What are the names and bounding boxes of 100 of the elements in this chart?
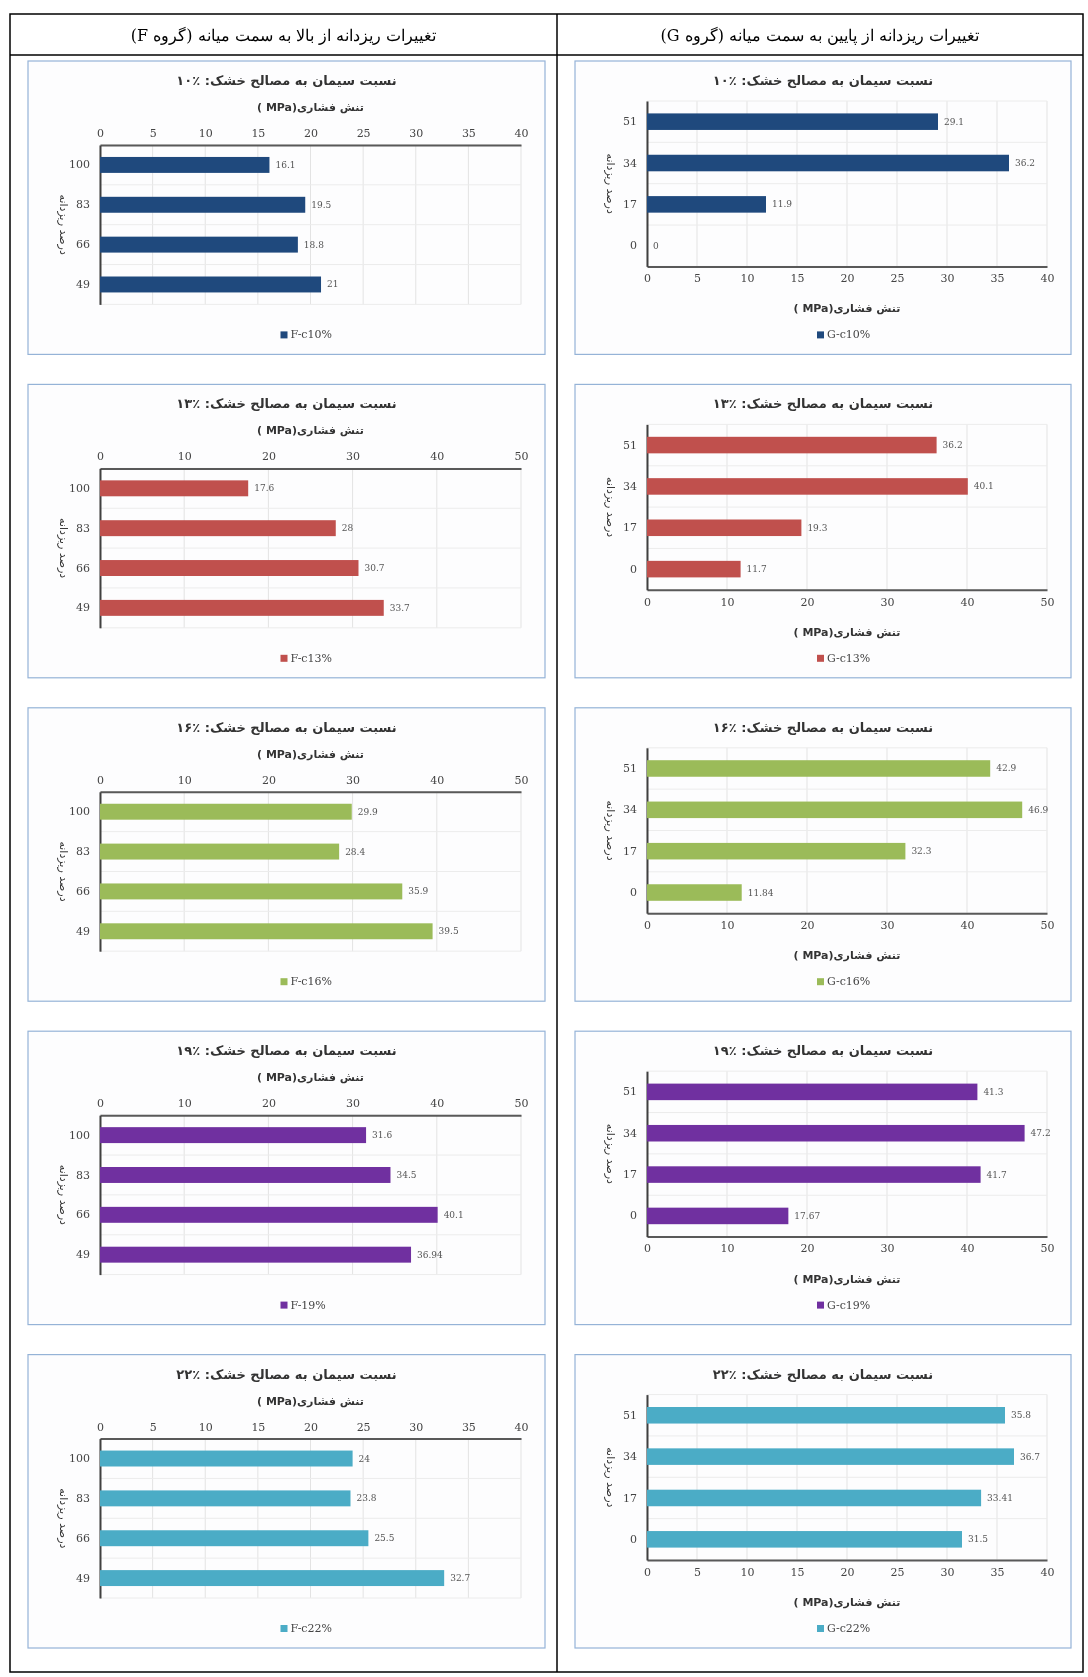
data-label: 28.4 [345,846,366,857]
x2-tick-label: 15 [251,127,266,140]
x2-tick-label: 30 [346,1097,361,1111]
y-tick-label: 51 [623,761,637,775]
x2-tick-label: 0 [97,1420,104,1434]
y-tick-label: 34 [623,803,637,817]
y-tick-label: 66 [76,1208,90,1222]
y-tick-label: 0 [630,562,637,576]
data-label: 36.94 [417,1249,444,1260]
bar [647,196,766,213]
x-tick-label: 30 [880,595,895,609]
chart-title: نسبت سیمان به مصالح خشک: ٪۱۶ [176,719,397,735]
x2-tick-label: 10 [177,773,192,787]
x2-tick-label: 30 [346,450,361,464]
x2-axis-title: تنش فشاری(MPa ) [257,747,364,761]
x2-tick-label: 40 [514,1420,529,1434]
x2-axis-title: تنش فشاری(MPa ) [257,424,364,438]
x-tick-label: 0 [644,919,651,933]
x-tick-label: 25 [890,1565,905,1579]
y-tick-label: 83 [76,198,90,212]
data-label: 41.7 [986,1169,1007,1180]
y-axis-title: درصد ریزدانه [604,1123,617,1185]
y-tick-label: 100 [69,481,90,495]
chart-title: نسبت سیمان به مصالح خشک: ٪۱۰ [712,73,934,88]
legend-label: F-c22% [290,1622,332,1635]
y-tick-label: 66 [76,238,90,252]
y-tick-label: 49 [76,1248,90,1262]
x-tick-label: 0 [644,1565,651,1579]
bar [647,842,906,860]
x-tick-label: 30 [940,1565,955,1579]
y-tick-label: 34 [623,156,637,170]
y-tick-label: 100 [69,805,90,819]
x2-tick-label: 40 [430,1097,445,1111]
x-tick-label: 40 [1040,272,1055,286]
x2-tick-label: 35 [461,1420,476,1434]
bar [647,478,968,495]
y-axis-title: درصد ریزدانه [604,800,617,861]
y-tick-label: 49 [76,1571,90,1585]
bar [100,1206,438,1223]
x2-tick-label: 20 [261,773,276,787]
y-tick-label: 17 [623,521,637,535]
data-label: 25.5 [374,1533,395,1544]
bar [647,1531,962,1548]
x2-tick-label: 10 [177,1097,192,1111]
data-label: 36.2 [1015,158,1036,169]
y-tick-label: 17 [623,1168,637,1182]
x-tick-label: 40 [960,595,975,609]
data-label: 0 [653,240,659,251]
x2-tick-label: 0 [97,127,104,140]
data-label: 33.41 [987,1492,1013,1503]
y-tick-label: 34 [623,1126,637,1140]
x2-tick-label: 10 [198,127,213,140]
bar [647,1166,981,1183]
bar [647,884,742,901]
bar [100,156,270,173]
y-tick-label: 83 [76,1491,90,1505]
chart-title: نسبت سیمان به مصالح خشک: ٪۲۲ [176,1366,397,1382]
x-tick-label: 0 [644,595,651,609]
x-axis-title: تنش فشاری(MPa ) [793,1596,901,1609]
x-tick-label: 40 [1040,1565,1055,1579]
data-label: 19.5 [311,199,332,210]
x-tick-label: 40 [960,1242,975,1256]
y-tick-label: 49 [76,601,90,615]
x2-tick-label: 35 [461,127,476,140]
data-label: 19.3 [807,522,828,533]
x2-tick-label: 40 [430,450,445,464]
bar [647,1489,982,1507]
legend-label: F-c13% [290,651,332,665]
bar [100,1127,367,1144]
bar [100,803,352,820]
x-tick-label: 20 [800,1242,815,1256]
bar [100,1530,369,1547]
y-tick-label: 51 [623,1408,637,1422]
data-label: 29.9 [357,806,379,817]
x-axis-title: تنش فشاری(MPa ) [793,1272,901,1286]
x2-tick-label: 50 [514,773,529,787]
x-tick-label: 50 [1040,1242,1055,1256]
y-axis-title: درصد ریزدانه [57,841,70,902]
bar [647,519,802,537]
x2-tick-label: 0 [97,450,104,464]
x-tick-label: 10 [720,595,735,609]
x2-tick-label: 40 [514,127,529,140]
bar [647,801,1023,819]
y-tick-label: 83 [76,521,90,535]
x-tick-label: 0 [644,1242,651,1256]
x-tick-label: 50 [1040,919,1055,933]
x2-tick-label: 20 [261,1097,276,1111]
chart-title: نسبت سیمان به مصالح خشک: ٪۱۳ [176,396,397,412]
x-tick-label: 10 [740,272,755,286]
data-label: 21 [327,279,339,290]
bar [100,560,359,576]
data-label: 29.1 [944,116,965,127]
data-label: 47.2 [1030,1128,1051,1139]
x2-tick-label: 0 [97,773,104,787]
bar [647,1124,1025,1142]
x2-tick-label: 50 [514,1097,529,1111]
legend-label: F-c10% [290,328,332,342]
x2-tick-label: 40 [430,773,445,787]
data-label: 17.67 [794,1210,821,1221]
data-label: 40.1 [443,1209,464,1220]
